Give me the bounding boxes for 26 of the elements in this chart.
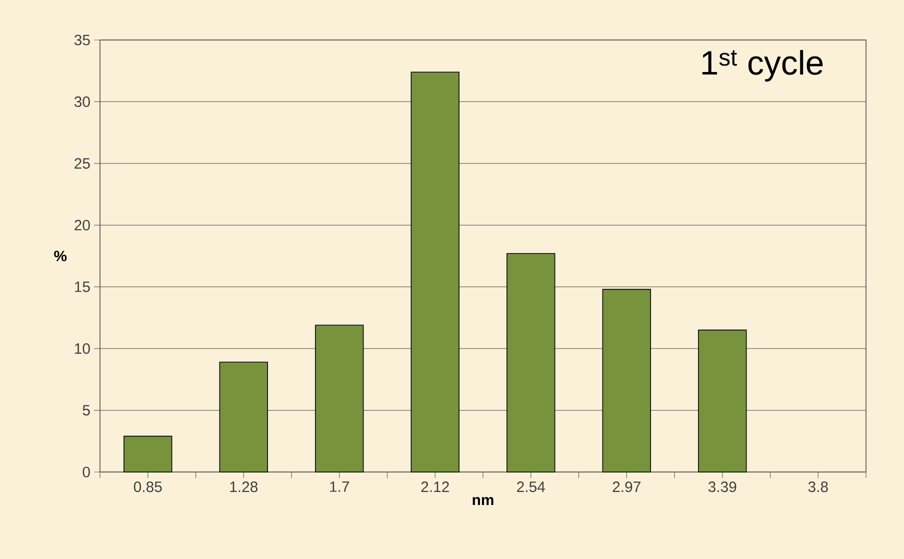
bar [506,253,556,472]
y-tick-label: 0 [82,466,90,478]
bar [698,330,747,472]
y-tick-label: 30 [74,96,90,107]
bar [410,72,460,472]
bar [315,324,364,472]
bar [219,362,268,472]
x-tick-label: 2.12 [421,482,449,492]
x-tick-label: 3.39 [708,482,736,492]
x-tick-label: 1.28 [230,482,258,492]
y-tick-label: 10 [75,343,90,354]
bar [124,436,172,472]
x-tick-label: 2.97 [612,482,640,492]
bar [602,288,651,472]
x-tick-label: 0.85 [134,482,162,492]
y-tick-label: 20 [74,220,90,230]
x-axis-title: nm [472,496,494,505]
x-tick-label: 1.7 [330,482,350,492]
x-tick-label: 2.54 [517,482,545,492]
y-tick-label: 35 [74,34,90,46]
y-axis-title: % [54,250,67,262]
x-tick-label: 3.8 [808,482,828,492]
y-tick-label: 25 [74,158,90,169]
annotation: 1$^{st}$ cycle [702,50,823,82]
y-tick-label: 5 [82,405,90,416]
y-tick-label: 15 [75,282,90,292]
